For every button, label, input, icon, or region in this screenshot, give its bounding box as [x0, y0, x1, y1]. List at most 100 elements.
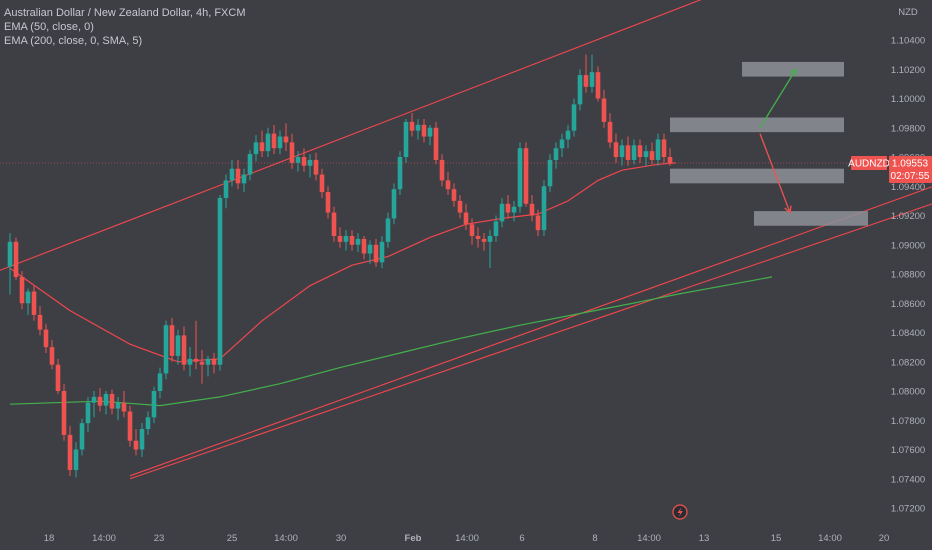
ema50-legend[interactable]: EMA (50, close, 0): [4, 21, 94, 33]
candle-body: [625, 145, 631, 160]
candle: [271, 124, 277, 155]
candle: [205, 355, 211, 377]
candle: [391, 183, 397, 225]
candle-body: [583, 75, 589, 87]
candle: [253, 135, 259, 162]
candle-body: [631, 145, 637, 160]
candle: [49, 339, 55, 370]
candle: [403, 118, 409, 163]
candle: [217, 195, 223, 371]
candle-body: [109, 393, 115, 409]
candle: [181, 326, 187, 371]
candle-body: [133, 440, 139, 450]
candle: [85, 396, 91, 432]
price-tag-bg: [889, 156, 932, 183]
candle-body: [511, 206, 517, 213]
candle: [163, 320, 169, 380]
candle: [61, 383, 67, 441]
symbol-tag-text: AUDNZD: [848, 159, 890, 170]
candle-body: [463, 212, 469, 225]
candle: [655, 133, 661, 166]
candle-body: [43, 329, 49, 348]
candle: [487, 230, 493, 269]
candle: [511, 200, 517, 222]
candle-body: [97, 396, 103, 406]
price-tick-label: 1.07400: [891, 474, 925, 485]
candle: [409, 113, 415, 137]
candle-body: [145, 417, 151, 430]
candle: [559, 133, 565, 157]
flash-icon[interactable]: [672, 504, 688, 520]
candle-body: [337, 235, 343, 242]
time-tick-label: 30: [336, 533, 347, 544]
candle-body: [277, 136, 283, 149]
bar-countdown: 02:07:55: [891, 171, 930, 182]
candle-body: [67, 434, 73, 470]
candle: [493, 215, 499, 242]
ema200-line: [9, 276, 773, 407]
candle: [199, 350, 205, 384]
candle-body: [253, 142, 259, 155]
candle: [151, 386, 157, 424]
price-axis[interactable]: NZD1.104001.102001.100001.098001.096001.…: [891, 7, 925, 515]
time-tick-label: 15: [771, 533, 782, 544]
price-tick-label: 1.09800: [891, 123, 925, 134]
candle-body: [379, 241, 385, 263]
time-tick-label: 14:00: [637, 533, 661, 544]
candle-body: [517, 148, 523, 207]
candle: [433, 121, 439, 165]
candle-body: [295, 157, 301, 163]
candle: [13, 237, 19, 280]
candle-body: [505, 203, 511, 213]
candle-body: [649, 151, 655, 160]
ema200-legend[interactable]: EMA (200, close, 0, SMA, 5): [4, 35, 143, 47]
price-zones: [670, 61, 868, 226]
candle-body: [241, 174, 247, 184]
candle: [169, 317, 175, 362]
candle-body: [559, 139, 565, 149]
candle: [19, 271, 25, 310]
projection-arrows: [759, 68, 797, 214]
candle: [481, 233, 487, 251]
candle: [505, 195, 511, 219]
candle: [613, 133, 619, 163]
candle: [619, 139, 625, 166]
time-tick-label: 8: [592, 533, 597, 544]
candle: [319, 168, 325, 198]
candle-body: [643, 151, 649, 157]
arrow-up: [759, 68, 797, 129]
candle-body: [139, 429, 145, 450]
candle-body: [367, 244, 373, 254]
candle-body: [637, 145, 643, 157]
candle: [127, 405, 133, 447]
candle: [145, 411, 151, 435]
candle-body: [169, 325, 175, 356]
candle: [637, 139, 643, 163]
candle-body: [655, 139, 661, 160]
time-tick-label: 6: [519, 533, 524, 544]
candle-body: [157, 373, 163, 391]
candle-body: [283, 136, 289, 143]
candle-body: [541, 186, 547, 231]
candle: [415, 118, 421, 140]
candle-body: [325, 192, 331, 213]
time-axis[interactable]: 18 14:00 23 25 14:00 30 Feb 14:00 6 8 14:00 13 15 14:…: [44, 533, 890, 544]
price-tick-label: 1.07600: [891, 445, 925, 456]
candle-body: [37, 314, 43, 330]
candle-body: [553, 148, 559, 160]
candle-body: [313, 159, 319, 175]
candle-body: [661, 139, 667, 157]
candle: [265, 127, 271, 157]
candle-body: [193, 358, 199, 362]
candle-body: [7, 241, 13, 267]
candle: [463, 203, 469, 231]
candle-body: [79, 423, 85, 450]
candle-body: [73, 449, 79, 470]
channel-upper-line: [0, 0, 702, 271]
candle-body: [289, 142, 295, 163]
candle-body: [181, 335, 187, 365]
symbol-title[interactable]: Australian Dollar / New Zealand Dollar, …: [4, 7, 246, 19]
candle: [241, 168, 247, 193]
candle-body: [25, 291, 31, 304]
